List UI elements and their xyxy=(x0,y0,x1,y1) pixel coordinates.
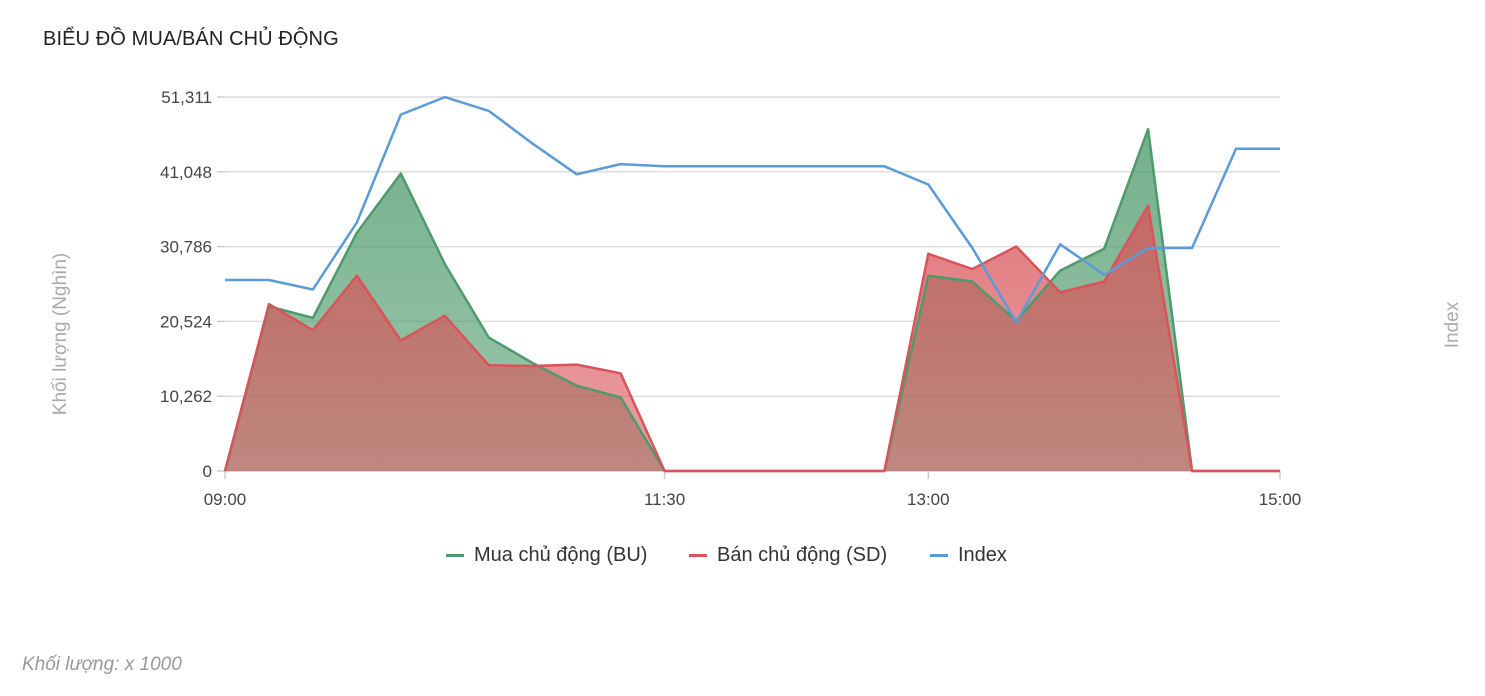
x-tick-label: 11:30 xyxy=(644,490,685,509)
y-tick-label: 20,524 xyxy=(160,312,212,331)
y-tick-label: 30,786 xyxy=(160,238,212,257)
y-tick-label: 10,262 xyxy=(160,387,212,406)
x-tick-label: 13:00 xyxy=(907,490,950,509)
x-tick-label: 09:00 xyxy=(204,490,247,509)
series-line-sell xyxy=(223,204,1280,473)
footnote: Khối lượng: x 1000 xyxy=(22,654,182,675)
chart-title: BIỂU ĐỒ MUA/BÁN CHỦ ĐỘNG xyxy=(43,28,339,50)
legend-label: Bán chủ động (SD) xyxy=(717,544,888,566)
legend-swatch xyxy=(930,554,948,557)
series-area-sell xyxy=(225,205,1280,471)
y-axis-title: Khối lượng (Nghìn) xyxy=(50,253,71,415)
legend-item[interactable]: Index xyxy=(930,544,1007,567)
series-line-index xyxy=(225,95,1280,324)
chart-legend: Mua chủ động (BU) Bán chủ động (SD) Index xyxy=(0,544,1485,574)
legend-label: Index xyxy=(958,544,1007,566)
legend-item[interactable]: Mua chủ động (BU) xyxy=(446,544,647,567)
y-tick-label: 51,311 xyxy=(161,88,212,107)
y2-axis-title: Index xyxy=(1442,301,1463,348)
legend-label: Mua chủ động (BU) xyxy=(474,544,648,566)
y-tick-label: 0 xyxy=(203,462,212,481)
y-tick-label: 41,048 xyxy=(160,163,212,182)
legend-item[interactable]: Bán chủ động (SD) xyxy=(689,544,887,567)
x-tick-label: 15:00 xyxy=(1259,490,1302,509)
legend-swatch xyxy=(446,554,464,557)
legend-swatch xyxy=(689,554,707,557)
